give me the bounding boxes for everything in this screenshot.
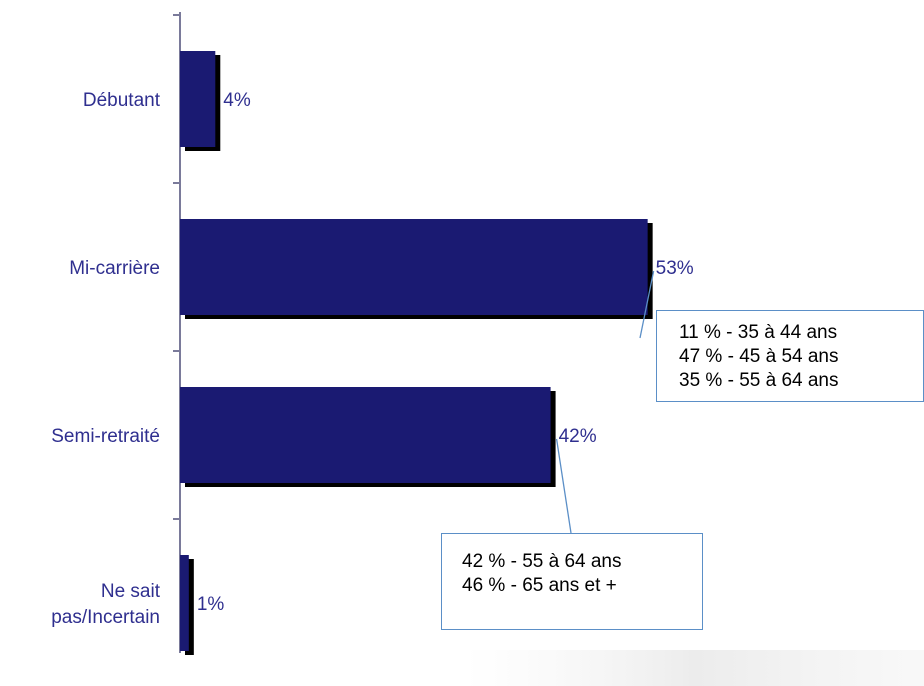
data-label: 1% [197, 594, 225, 615]
callout-text: 46 % - 65 ans et + [462, 575, 617, 596]
data-label: 53% [656, 258, 694, 279]
callout-box: 11 % - 35 à 44 ans 47 % - 45 à 54 ans 35 %… [656, 310, 924, 402]
category-axis [173, 12, 181, 653]
bar-shadow [185, 559, 194, 655]
bar [180, 555, 189, 651]
callout-box: 42 % - 55 à 64 ans 46 % - 65 ans et + [441, 533, 703, 630]
callout-text: 47 % - 45 à 54 ans [679, 346, 839, 367]
callout-leaders [555, 270, 655, 534]
bars [180, 51, 653, 655]
callout-leader-line [555, 438, 572, 534]
callout-text: 11 % - 35 à 44 ans [679, 322, 838, 343]
data-label: 42% [559, 426, 597, 447]
callout-text: 42 % - 55 à 64 ans [462, 551, 622, 572]
callout-text: 35 % - 55 à 64 ans [679, 370, 839, 391]
category-label: Débutant [83, 90, 161, 111]
category-label: Semi-retraité [51, 426, 160, 447]
category-label: Ne sait pas/Incertain [51, 581, 161, 628]
category-label: Mi-carrière [69, 258, 160, 279]
bar [180, 387, 551, 483]
callout-leader-line [639, 270, 655, 339]
bar [180, 51, 216, 147]
bar [180, 219, 648, 315]
labels: 4% Débutant 53% Mi-carrière 42% Semi-retraité… [51, 90, 694, 628]
data-label: 4% [223, 90, 251, 111]
decorative-fade-bar [465, 650, 924, 686]
